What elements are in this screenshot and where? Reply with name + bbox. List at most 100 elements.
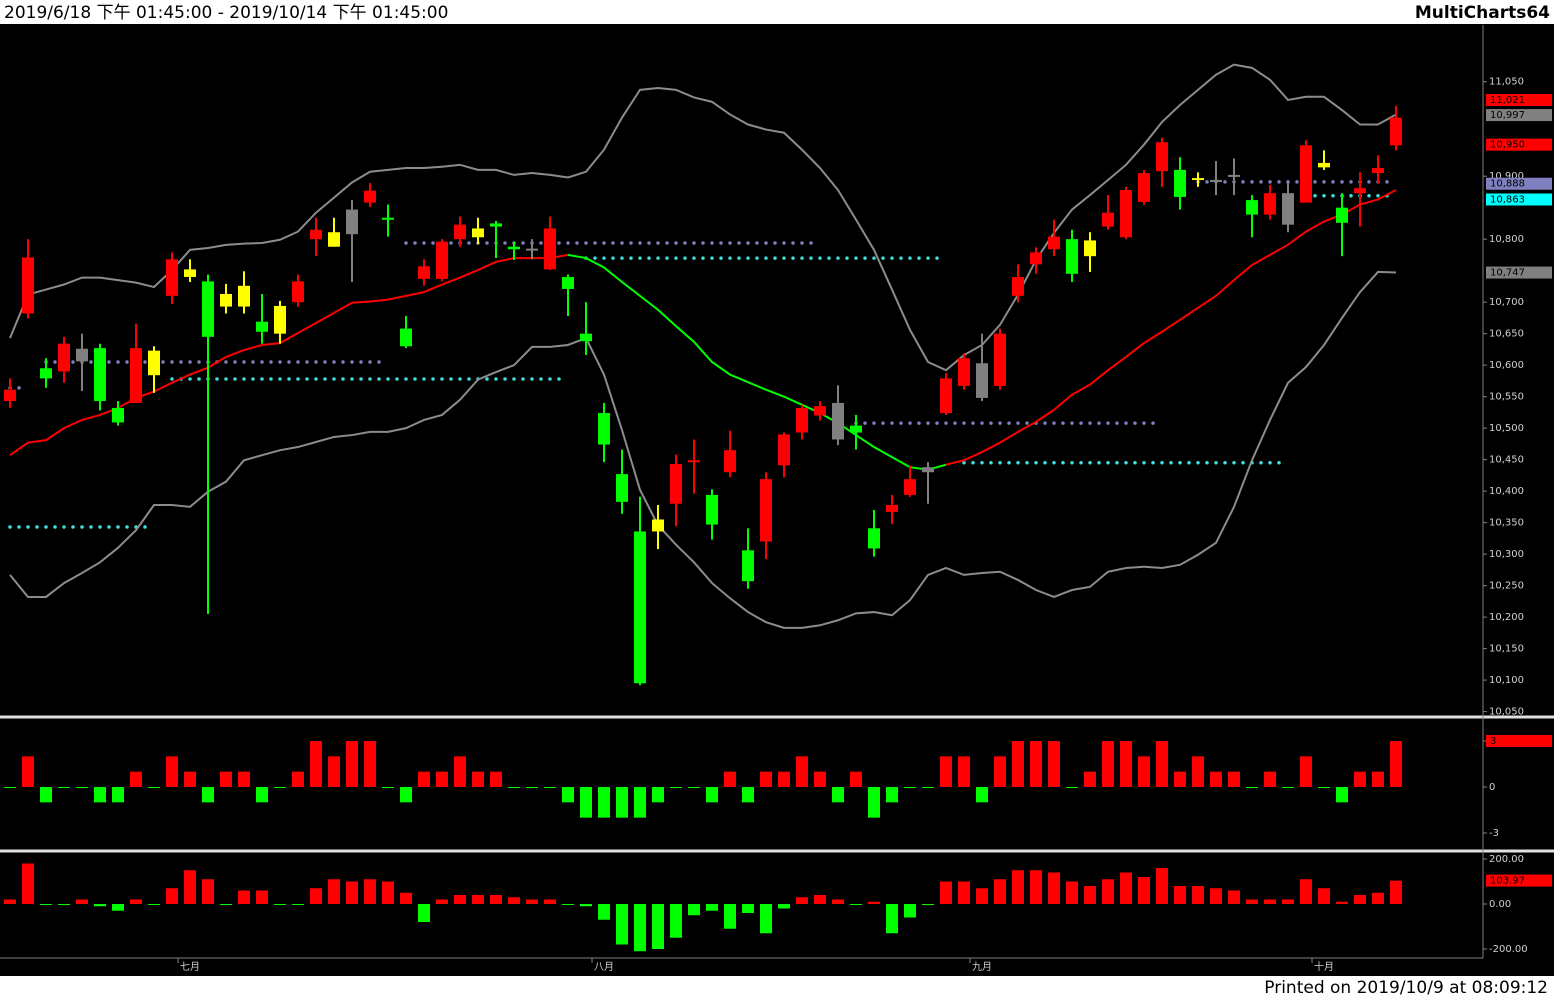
bar <box>1192 885 1204 904</box>
bar <box>742 903 754 913</box>
bar <box>148 903 160 905</box>
candle-body <box>184 269 196 277</box>
bar <box>58 903 70 905</box>
candle-body <box>346 209 358 235</box>
bar <box>868 786 880 818</box>
candle-body <box>1120 190 1132 238</box>
bar <box>580 903 592 907</box>
candle-body <box>598 413 610 445</box>
y-tick-label: 10,050 <box>1489 707 1524 718</box>
bar <box>508 897 520 904</box>
bar <box>544 786 556 788</box>
bar <box>490 771 502 787</box>
bar <box>1264 899 1276 904</box>
print-info: Printed on 2019/10/9 at 08:09:12 <box>1264 978 1548 998</box>
bar <box>706 903 718 911</box>
candle-body <box>922 467 934 473</box>
bar <box>166 888 178 904</box>
candle-body <box>472 228 484 238</box>
bar <box>1390 741 1402 787</box>
bar <box>220 771 232 787</box>
bar <box>508 786 520 788</box>
candle-body <box>1192 178 1204 181</box>
bar <box>1192 756 1204 787</box>
bar <box>292 903 304 905</box>
bar <box>868 901 880 904</box>
y-tick-label: 10,400 <box>1489 486 1524 497</box>
candle-body <box>4 389 16 402</box>
y-tick-label: 10,100 <box>1489 675 1524 686</box>
bar <box>688 903 700 916</box>
bar <box>904 903 916 918</box>
bar <box>382 786 394 788</box>
candle-body <box>1390 117 1402 146</box>
bar <box>904 786 916 788</box>
candle-body <box>1138 173 1150 203</box>
bar <box>1084 771 1096 787</box>
x-tick-label: 九月 <box>972 961 992 973</box>
candle-body <box>796 407 808 433</box>
bar <box>742 786 754 803</box>
bar <box>922 786 934 788</box>
price-marker-label: 11,021 <box>1490 95 1525 106</box>
candle-body <box>562 276 574 289</box>
bar <box>616 903 628 945</box>
candle-body <box>454 224 466 240</box>
candle-body <box>22 257 34 314</box>
header-bar <box>0 0 1554 24</box>
bar <box>1336 786 1348 803</box>
bar <box>94 903 106 907</box>
candle-body <box>688 460 700 463</box>
date-range: 2019/6/18 下午 01:45:00 - 2019/10/14 下午 01… <box>4 3 448 23</box>
bar <box>1102 879 1114 904</box>
y-tick-label: 0 <box>1489 782 1495 793</box>
bar <box>364 741 376 787</box>
bar <box>976 888 988 904</box>
candle-body <box>418 266 430 279</box>
bar <box>724 903 736 929</box>
bar <box>148 786 160 788</box>
y-tick-label: 10,250 <box>1489 581 1524 592</box>
bar <box>202 879 214 904</box>
line <box>9 270 1397 629</box>
bar <box>76 899 88 904</box>
price-marker <box>1486 874 1552 887</box>
bar <box>184 870 196 904</box>
bar <box>994 756 1006 787</box>
bar <box>112 786 124 803</box>
candle-body <box>310 229 322 240</box>
bar <box>22 756 34 787</box>
bar <box>652 786 664 803</box>
bar <box>1282 899 1294 904</box>
candle-body <box>40 368 52 379</box>
bar <box>760 771 772 787</box>
bar <box>1156 867 1168 904</box>
bar <box>814 771 826 787</box>
price-marker <box>1486 193 1552 206</box>
bar <box>886 903 898 934</box>
y-tick-label: 10,200 <box>1489 612 1524 623</box>
x-tick-label: 八月 <box>594 961 614 973</box>
candle-body <box>904 479 916 495</box>
bar <box>166 756 178 787</box>
bar <box>544 899 556 904</box>
bar <box>850 771 862 787</box>
candle-body <box>850 425 862 433</box>
candle-body <box>1318 162 1330 168</box>
bar <box>238 771 250 787</box>
candle-body <box>976 363 988 398</box>
price-marker-label: 10,950 <box>1490 140 1525 151</box>
bar <box>940 881 952 904</box>
y-tick-label: 10,650 <box>1489 329 1524 340</box>
bar <box>436 771 448 787</box>
bar <box>1048 741 1060 787</box>
bar <box>94 786 106 803</box>
bar <box>1336 901 1348 904</box>
candle-body <box>238 285 250 307</box>
bar <box>454 894 466 904</box>
bar <box>1120 741 1132 787</box>
bar <box>922 903 934 905</box>
bar <box>382 881 394 904</box>
bar <box>346 881 358 904</box>
bar <box>220 903 232 905</box>
